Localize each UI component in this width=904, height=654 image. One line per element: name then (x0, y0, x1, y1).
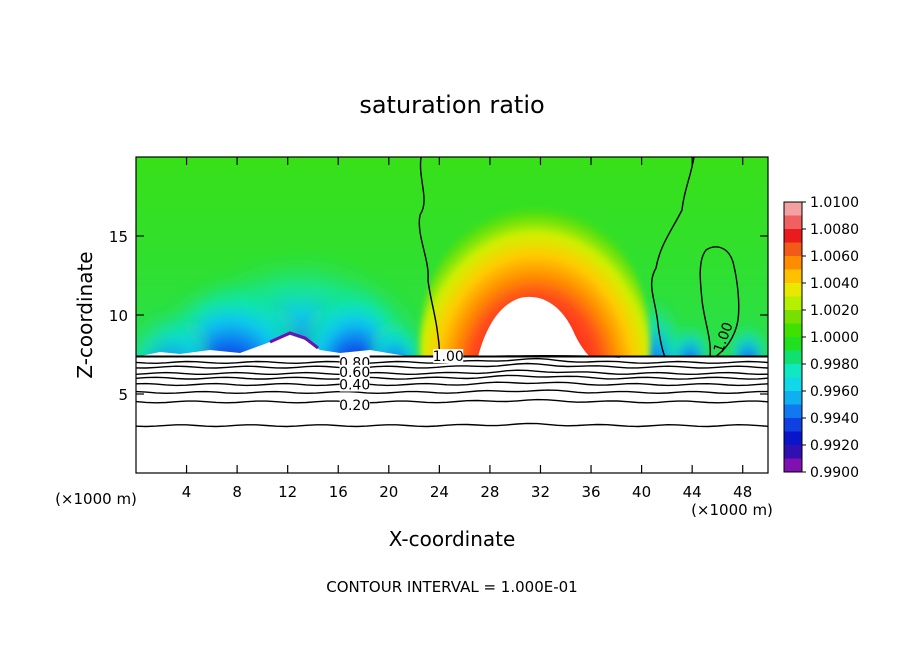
x-tick-label-1: 8 (232, 483, 242, 501)
colorbar-swatch-4 (784, 256, 802, 270)
contour-label-bg-5 (339, 398, 370, 413)
x-tick-label-10: 44 (683, 483, 702, 501)
contour-level-1 (136, 362, 768, 369)
colorbar-swatch-18 (784, 445, 802, 459)
contour-label-0: 1.00 (433, 349, 464, 365)
colorbar-label-5: 1.0000 (810, 330, 859, 346)
contour-level-6 (136, 398, 768, 404)
colorbar-label-1: 1.0080 (810, 222, 859, 238)
subsaturated-contours (136, 357, 768, 428)
contour-1-loop (699, 246, 740, 358)
colorbar-swatch-5 (784, 269, 802, 284)
contour-label-bg-4 (339, 377, 370, 392)
colorbar-label-3: 1.0040 (810, 276, 859, 292)
contour-level-4 (136, 381, 768, 387)
colorbar-swatch-0 (784, 202, 802, 216)
contour-level-2 (136, 369, 768, 376)
plot-area (136, 157, 768, 473)
contour-1-right (651, 157, 695, 358)
contour-labels: 1.001.000.800.600.400.20 (339, 320, 737, 414)
y-tick-label-2: 15 (109, 228, 128, 246)
colorbar-swatch-19 (784, 458, 802, 473)
contour-label-bg-3 (339, 364, 370, 379)
colorbar: 1.0100 1.0080 1.0060 1.0040 1.0020 1.0000 0.99… (783, 195, 859, 481)
colorbar-swatch-15 (784, 404, 802, 419)
y-tick-label-0: 5 (118, 386, 128, 404)
colorbar-label-10: 0.9900 (810, 465, 859, 481)
contour-label-5: 0.20 (339, 398, 370, 414)
colorbar-swatch-2 (784, 229, 802, 243)
colorbar-label-6: 0.9980 (810, 357, 859, 373)
colorbar-swatch-8 (784, 310, 802, 324)
x-unit-right: (×1000 m) (691, 501, 773, 519)
purple-fringe (269, 331, 319, 350)
colorbar-swatch-16 (784, 418, 802, 432)
contour-label-bg-0 (433, 349, 464, 364)
colorbar-label-7: 0.9960 (810, 384, 859, 400)
x-unit-left: (×1000 m) (55, 490, 137, 508)
colorbar-swatch-13 (784, 377, 802, 392)
x-tick-label-4: 20 (379, 483, 398, 501)
contour-interval-note: CONTOUR INTERVAL = 1.000E-01 (326, 578, 577, 596)
colorbar-swatch-9 (784, 323, 802, 338)
colorbar-swatch-10 (784, 337, 802, 351)
colorbar-swatch-7 (784, 296, 802, 311)
chart-title: saturation ratio (359, 91, 544, 119)
x-tick-label-11: 48 (733, 483, 752, 501)
colorbar-swatch-3 (784, 242, 802, 257)
y-axis-label: Z-coordinate (73, 251, 97, 378)
contour-label-3: 0.60 (339, 365, 370, 381)
x-tick-label-0: 4 (182, 483, 192, 501)
saturation-dome (478, 296, 590, 357)
contour-1-left (418, 157, 441, 358)
colorbar-label-4: 1.0020 (810, 303, 859, 319)
x-tick-label-8: 36 (581, 483, 600, 501)
contour-label-4: 0.40 (339, 378, 370, 394)
x-axis-ticks: 4 8 12 16 20 24 28 32 36 40 44 48 (182, 157, 752, 501)
x-tick-label-5: 24 (430, 483, 449, 501)
contour-level-7 (136, 422, 768, 428)
colorbar-swatch-1 (784, 215, 802, 230)
contour-level-5 (136, 389, 768, 395)
x-axis-label: X-coordinate (389, 527, 516, 551)
colorbar-swatch-11 (784, 350, 802, 365)
x-tick-label-9: 40 (632, 483, 651, 501)
lower-white-region (136, 357, 768, 473)
y-tick-label-1: 10 (109, 307, 128, 325)
colorbar-label-9: 0.9920 (810, 438, 859, 454)
colorbar-swatch-14 (784, 391, 802, 405)
colorbar-label-2: 1.0060 (810, 249, 859, 265)
x-tick-label-2: 12 (278, 483, 297, 501)
colorbar-swatch-17 (784, 431, 802, 446)
colorbar-swatch-12 (784, 364, 802, 378)
colorbar-swatch-6 (784, 283, 802, 297)
x-tick-label-3: 16 (329, 483, 348, 501)
x-tick-label-6: 28 (480, 483, 499, 501)
colorbar-label-0: 1.0100 (810, 195, 859, 211)
contour-level-3 (136, 374, 768, 380)
x-tick-label-7: 32 (531, 483, 550, 501)
y-axis-ticks: 5 10 15 (109, 228, 768, 404)
colorbar-label-8: 0.9940 (810, 411, 859, 427)
cold-edge (136, 335, 420, 357)
